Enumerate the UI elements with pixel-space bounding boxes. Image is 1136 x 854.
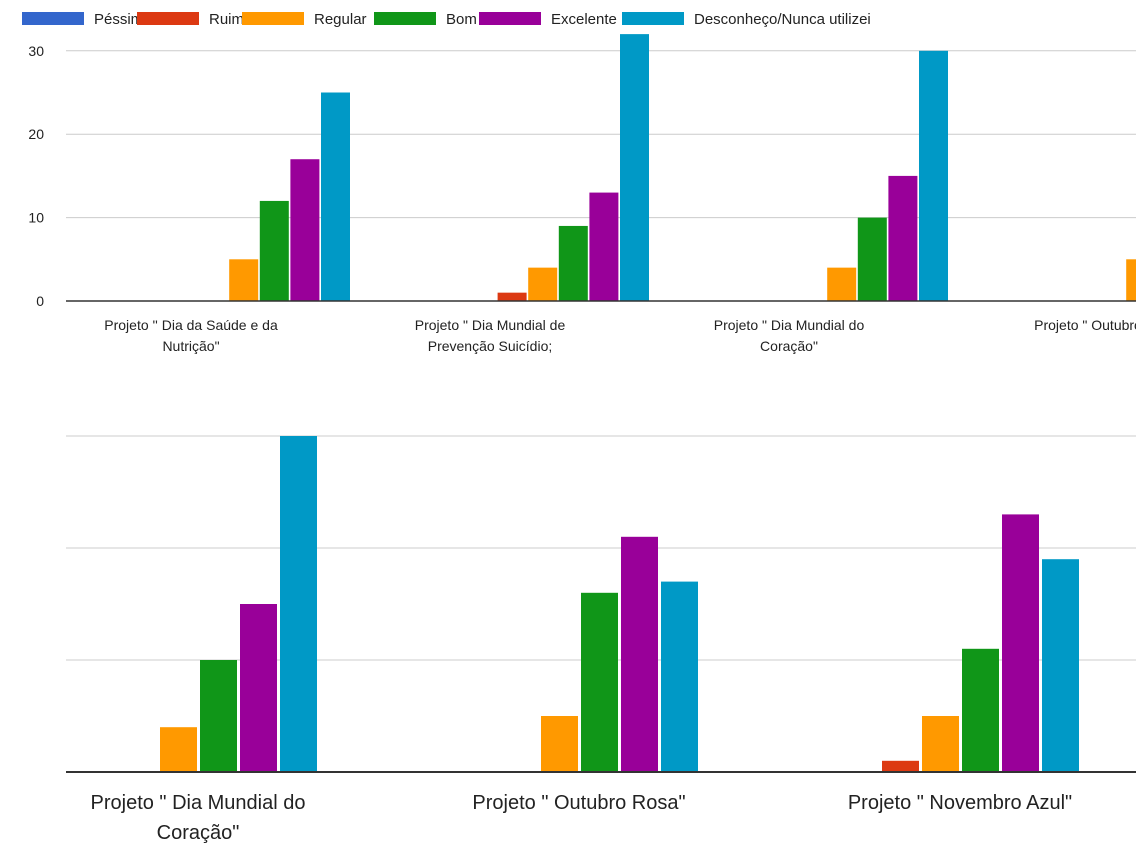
bar-top-2-3 (857, 217, 887, 301)
y-tick-label-top-0: 0 (36, 293, 44, 309)
bar-bottom-2-5 (1042, 559, 1079, 772)
category-label-top-0-1: Nutrição" (162, 338, 219, 354)
bar-top-1-1 (497, 292, 527, 301)
category-label-top-3-0: Projeto " Outubro (1034, 317, 1136, 333)
category-label-bottom-0-0: Projeto " Dia Mundial do (91, 792, 306, 814)
category-label-bottom-2-0: Projeto " Novembro Azul" (848, 792, 1072, 814)
bar-top-2-4 (888, 175, 918, 301)
bar-bottom-1-3 (581, 592, 618, 772)
bar-bottom-2-4 (1002, 514, 1039, 772)
legend-item-4[interactable]: Excelente (479, 11, 617, 28)
legend-label-3: Bom (446, 11, 477, 28)
legend-item-1[interactable]: Ruim (137, 11, 244, 28)
category-label-top-2-0: Projeto " Dia Mundial do (714, 317, 865, 333)
legend-item-0[interactable]: Péssimo (22, 11, 152, 28)
bar-bottom-1-5 (661, 581, 698, 772)
bar-top-0-4 (290, 159, 320, 301)
bar-top-1-5 (620, 34, 649, 302)
bar-bottom-2-1 (882, 760, 919, 772)
bar-top-3-2 (1126, 259, 1136, 301)
y-tick-label-top-3: 30 (28, 43, 44, 59)
bar-bottom-2-3 (962, 648, 999, 772)
legend-item-2[interactable]: Regular (242, 11, 367, 28)
legend-item-5[interactable]: Desconheço/Nunca utilizei (622, 11, 871, 28)
category-label-bottom-0-1: Coração" (157, 822, 240, 844)
legend-swatch-4 (479, 12, 541, 25)
legend-label-2: Regular (314, 11, 367, 28)
category-label-top-0-0: Projeto '' Dia da Saúde e da (104, 317, 278, 333)
bar-top-0-3 (259, 200, 289, 301)
bar-top-1-4 (589, 192, 619, 301)
bar-bottom-1-2 (541, 716, 578, 772)
bar-top-1-2 (528, 267, 558, 301)
legend-swatch-2 (242, 12, 304, 25)
category-label-top-2-1: Coração" (760, 338, 818, 354)
y-tick-label-top-1: 10 (28, 210, 44, 226)
category-label-top-1-1: Prevenção Suicídio; (428, 338, 553, 354)
category-label-top-1-0: Projeto " Dia Mundial de (415, 317, 566, 333)
legend-swatch-3 (374, 12, 436, 25)
legend-swatch-1 (137, 12, 199, 25)
bar-bottom-0-2 (160, 727, 197, 772)
y-tick-label-top-2: 20 (28, 126, 44, 142)
bar-bottom-0-4 (240, 604, 277, 772)
legend-swatch-0 (22, 12, 84, 25)
bar-bottom-0-5 (280, 436, 317, 772)
bar-bottom-2-2 (922, 716, 959, 772)
legend-label-1: Ruim (209, 11, 244, 28)
bar-bottom-1-4 (621, 536, 658, 772)
legend-item-3[interactable]: Bom (374, 11, 477, 28)
bar-top-1-3 (558, 225, 588, 301)
bar-top-0-2 (229, 259, 259, 301)
category-label-bottom-1-0: Projeto " Outubro Rosa" (472, 792, 685, 814)
bar-top-0-5 (321, 92, 350, 301)
legend-label-5: Desconheço/Nunca utilizei (694, 11, 871, 28)
bar-top-2-2 (827, 267, 857, 301)
legend-swatch-5 (622, 12, 684, 25)
legend-label-4: Excelente (551, 11, 617, 28)
bar-bottom-0-3 (200, 660, 237, 772)
bar-top-2-5 (919, 50, 948, 301)
